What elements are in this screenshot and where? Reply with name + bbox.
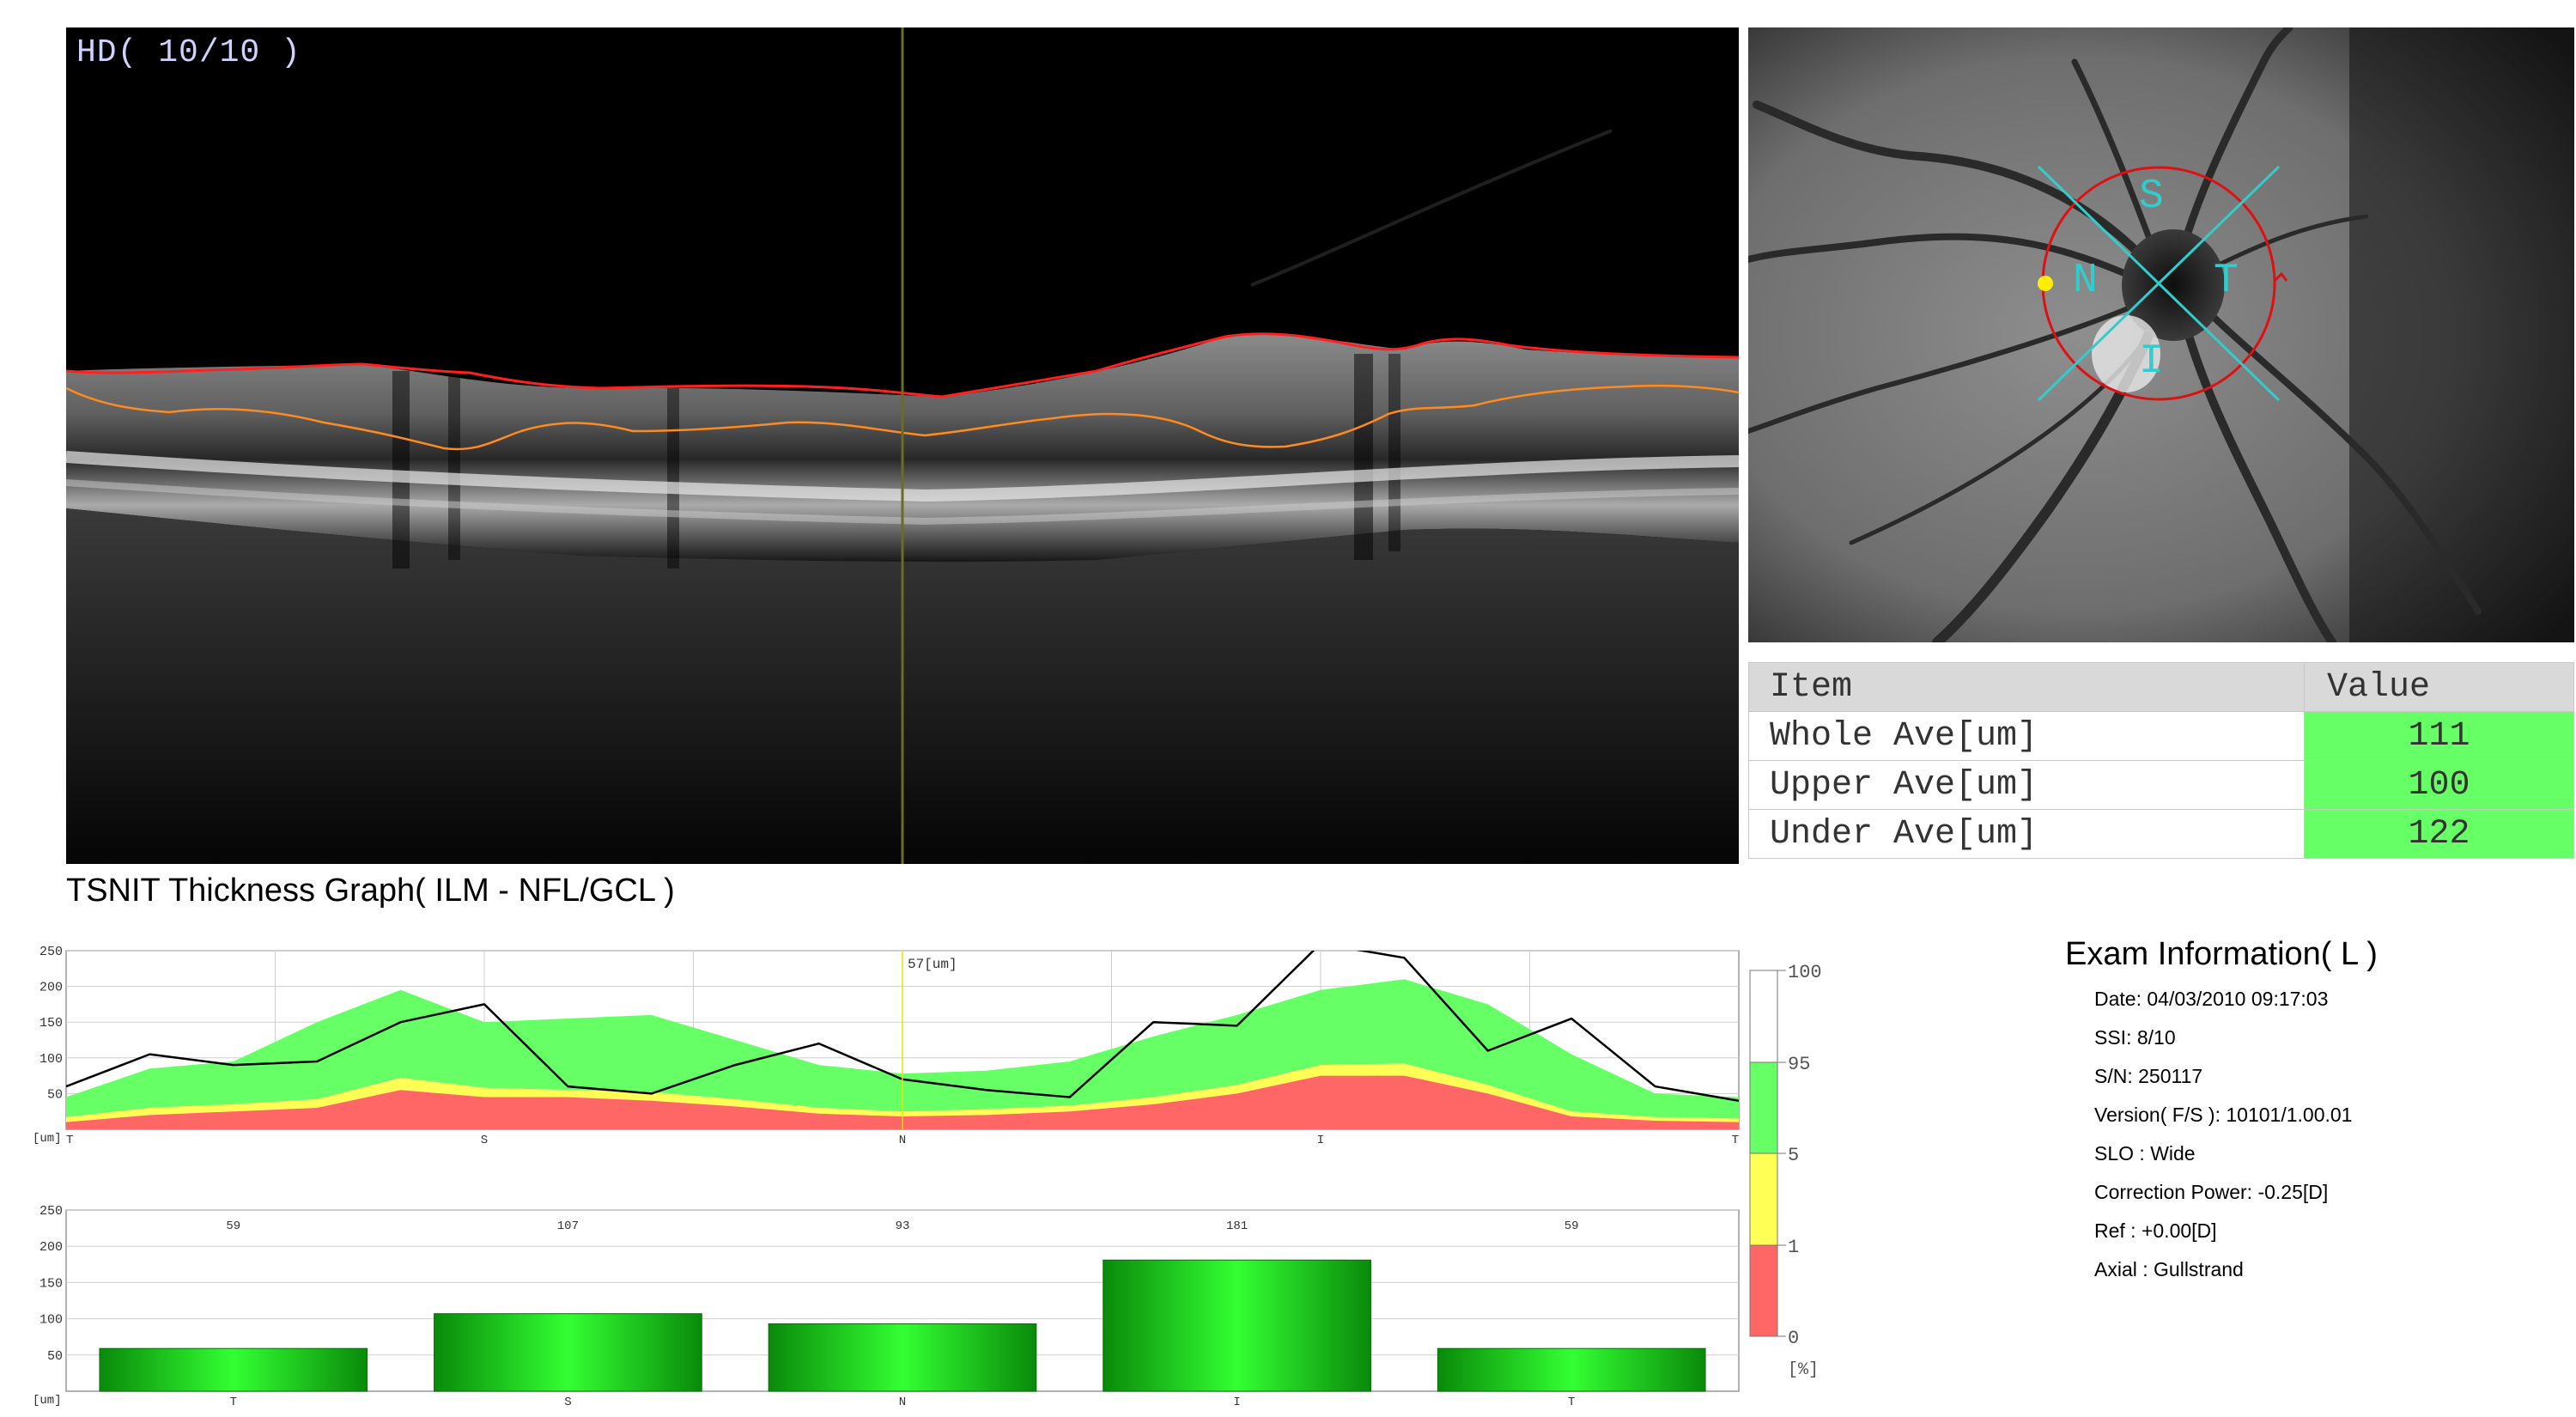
scan-quality-label: HD( 10/10 ) bbox=[76, 34, 301, 71]
sector-bar bbox=[434, 1313, 702, 1392]
sector-bar-value: 59 bbox=[226, 1219, 240, 1233]
tsnit-y-tick: 200 bbox=[39, 981, 63, 995]
bar-y-tick: 250 bbox=[39, 1204, 63, 1219]
tsnit-band-borderline bbox=[66, 1063, 1739, 1122]
sector-label-n: N bbox=[2073, 258, 2098, 304]
table-row: Under Ave[um] 122 bbox=[1748, 809, 2574, 859]
start-marker-icon bbox=[2038, 276, 2053, 291]
bar-y-tick: 150 bbox=[39, 1276, 63, 1291]
column-header-value: Value bbox=[2304, 662, 2574, 712]
sector-label-s: S bbox=[2139, 173, 2164, 220]
legend-band-normal bbox=[1749, 1061, 1778, 1154]
sector-bar-value: 93 bbox=[896, 1219, 910, 1233]
legend-tick-label: 1 bbox=[1788, 1237, 1799, 1258]
sector-bar-value: 181 bbox=[1226, 1219, 1248, 1233]
tsnit-y-tick: 150 bbox=[39, 1016, 63, 1031]
tsnit-y-tick: 250 bbox=[39, 945, 63, 959]
exam-information-panel: Exam Information( L ) Date: 04/03/2010 0… bbox=[2065, 936, 2546, 1289]
row-item-label: Upper Ave[um] bbox=[1748, 760, 2305, 810]
bar-y-tick: 200 bbox=[39, 1240, 63, 1255]
sector-bar bbox=[99, 1347, 368, 1392]
oct-bscan-canvas bbox=[66, 27, 1739, 864]
tsnit-x-tick: N bbox=[899, 1134, 906, 1147]
sector-bar-chart[interactable]: 250 200 150 100 50 [um] 59 T 107 S 93 N 181 I 59 T bbox=[0, 1198, 1743, 1417]
sector-bar bbox=[1103, 1259, 1371, 1392]
tsnit-graph-canvas: 250 200 150 100 50 [um] 57[um] T S N I T bbox=[33, 945, 1740, 1147]
legend-band-above-95 bbox=[1749, 970, 1778, 1063]
tsnit-x-tick: S bbox=[481, 1134, 488, 1147]
exam-field-slo: SLO : Wide bbox=[2094, 1142, 2196, 1165]
sector-bar-value: 59 bbox=[1564, 1219, 1579, 1233]
legend-unit-label: [%] bbox=[1788, 1360, 1819, 1380]
table-row: Whole Ave[um] 111 bbox=[1748, 711, 2574, 761]
tsnit-x-tick: T bbox=[66, 1134, 73, 1147]
sector-bar-category: I bbox=[1233, 1396, 1240, 1409]
exam-field-date: Date: 04/03/2010 09:17:03 bbox=[2094, 988, 2329, 1010]
legend-tick-label: 100 bbox=[1788, 962, 1822, 983]
exam-field-correction-power: Correction Power: -0.25[D] bbox=[2094, 1181, 2329, 1203]
sector-bar-category: T bbox=[1568, 1396, 1575, 1409]
row-item-label: Whole Ave[um] bbox=[1748, 711, 2305, 761]
tsnit-y-tick: 100 bbox=[39, 1052, 63, 1067]
legend-band-outside-normal bbox=[1749, 1244, 1778, 1337]
tsnit-graph-title: TSNIT Thickness Graph( ILM - NFL/GCL ) bbox=[66, 873, 675, 909]
row-item-label: Under Ave[um] bbox=[1748, 809, 2305, 859]
bar-y-tick: 100 bbox=[39, 1313, 63, 1328]
tsnit-x-tick: I bbox=[1317, 1134, 1324, 1147]
sector-bar-chart-canvas: 250 200 150 100 50 [um] 59 T 107 S 93 N 181 I 59 T bbox=[33, 1204, 1740, 1409]
oct-bscan-image[interactable]: HD( 10/10 ) bbox=[66, 27, 1739, 864]
sector-bar bbox=[768, 1323, 1037, 1392]
sector-bar-category: T bbox=[230, 1396, 237, 1409]
percentile-legend-canvas: 100 95 5 1 0 [%] bbox=[1749, 962, 1822, 1380]
exam-field-serial: S/N: 250117 bbox=[2094, 1065, 2203, 1087]
thickness-summary-table: Item Value Whole Ave[um] 111 Upper Ave[u… bbox=[1748, 662, 2574, 859]
percentile-legend: 100 95 5 1 0 [%] bbox=[1743, 962, 1915, 1396]
sector-bar-category: N bbox=[899, 1396, 906, 1409]
tsnit-band-outside-normal bbox=[66, 1075, 1739, 1129]
fundus-image[interactable]: S N T I bbox=[1748, 27, 2574, 642]
table-header-row: Item Value bbox=[1748, 662, 2574, 712]
direction-arrow-icon bbox=[2273, 271, 2288, 283]
exam-field-ssi: SSI: 8/10 bbox=[2094, 1026, 2176, 1049]
tsnit-unit-label: [um] bbox=[33, 1132, 62, 1146]
exam-field-axial: Axial : Gullstrand bbox=[2094, 1258, 2244, 1280]
bar-y-tick: 50 bbox=[47, 1349, 63, 1364]
tsnit-y-tick: 50 bbox=[47, 1087, 63, 1102]
sector-label-i: I bbox=[2139, 338, 2164, 385]
table-row: Upper Ave[um] 100 bbox=[1748, 760, 2574, 810]
row-value: 111 bbox=[2304, 711, 2574, 761]
column-header-item: Item bbox=[1748, 662, 2305, 712]
legend-band-borderline bbox=[1749, 1152, 1778, 1246]
exam-field-version: Version( F/S ): 10101/1.00.01 bbox=[2094, 1104, 2353, 1126]
row-value: 122 bbox=[2304, 809, 2574, 859]
row-value: 100 bbox=[2304, 760, 2574, 810]
exam-information-title: Exam Information( L ) bbox=[2065, 936, 2378, 972]
legend-tick-label: 0 bbox=[1788, 1328, 1799, 1349]
tsnit-band-normal bbox=[66, 979, 1739, 1119]
fundus-canvas bbox=[1748, 27, 2574, 642]
sector-bar-category: S bbox=[564, 1396, 571, 1409]
tsnit-x-tick: T bbox=[1732, 1134, 1739, 1147]
sector-label-t: T bbox=[2214, 258, 2239, 304]
sector-bar bbox=[1437, 1347, 1706, 1392]
tsnit-cursor-value: 57[um] bbox=[908, 957, 957, 972]
legend-tick-label: 5 bbox=[1788, 1145, 1799, 1166]
tsnit-graph[interactable]: 250 200 150 100 50 [um] 57[um] T S N I T bbox=[0, 936, 1743, 1155]
bar-unit-label: [um] bbox=[33, 1394, 62, 1408]
legend-tick-label: 95 bbox=[1788, 1054, 1810, 1075]
sector-bar-value: 107 bbox=[557, 1219, 579, 1233]
exam-field-ref: Ref : +0.00[D] bbox=[2094, 1219, 2217, 1242]
